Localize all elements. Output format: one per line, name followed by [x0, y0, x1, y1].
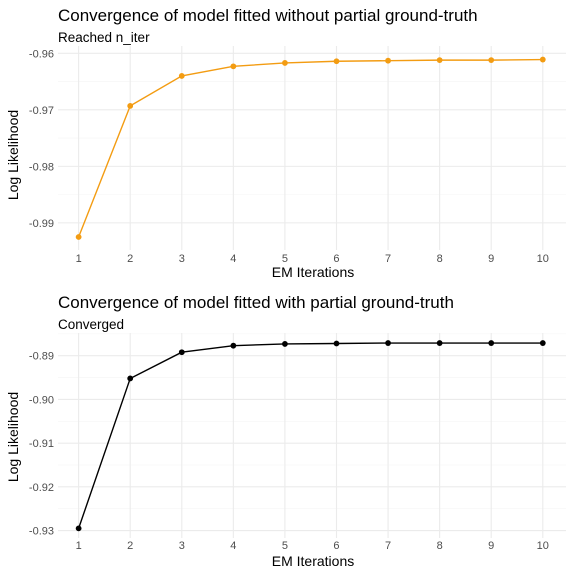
x-tick-label-bottom: 9 — [488, 540, 494, 552]
series-line-top — [77, 58, 543, 238]
y-axis-label-top: Log Likelihood — [5, 110, 21, 200]
x-axis-label-top: EM Iterations — [272, 264, 354, 280]
x-tick-label-bottom: 2 — [127, 540, 133, 552]
data-point-bottom — [75, 525, 82, 532]
y-tick-label-bottom: -0.91 — [29, 438, 54, 450]
plot-area-bottom: -0.93 -0.92 -0.91 -0.90 -0.89 1 2 3 4 5 6 7 8 9 10 — [29, 333, 566, 552]
x-tick-label-top: 4 — [230, 253, 236, 265]
y-tick-label-top: -0.99 — [29, 218, 54, 230]
y-tick-label-top: -0.98 — [29, 161, 54, 173]
x-tick-label-bottom: 4 — [230, 540, 236, 552]
y-axis-label-bottom: Log Likelihood — [5, 392, 21, 482]
y-tick-label-top: -0.97 — [29, 105, 54, 117]
y-tick-label-bottom: -0.92 — [29, 482, 54, 494]
data-point-bottom — [230, 342, 237, 349]
x-tick-label-top: 7 — [385, 253, 391, 265]
x-tick-label-top: 2 — [127, 253, 133, 265]
x-tick-label-bottom: 10 — [537, 540, 549, 552]
data-point-bottom — [178, 349, 185, 356]
data-point-bottom — [488, 340, 495, 346]
data-point-top — [539, 56, 546, 63]
series-line-bottom — [77, 342, 543, 529]
data-point-top — [436, 57, 443, 64]
data-point-top — [178, 73, 185, 79]
y-tick-label-bottom: -0.89 — [29, 351, 54, 363]
x-tick-label-top: 3 — [179, 253, 185, 265]
x-tick-label-top: 8 — [437, 253, 443, 265]
x-axis-label-bottom: EM Iterations — [272, 553, 354, 569]
data-point-bottom — [333, 340, 340, 347]
x-tick-label-top: 6 — [333, 253, 339, 265]
data-point-top — [127, 103, 134, 109]
plot-area-top: -0.99 -0.98 -0.97 -0.96 1 2 3 4 5 6 7 8 9 10 — [29, 46, 566, 265]
chart-title-top: Convergence of model fitted without part… — [58, 6, 478, 25]
data-point-bottom — [282, 341, 288, 347]
data-point-bottom — [127, 375, 134, 382]
chart-panel-bottom: Convergence of model fitted with partial… — [5, 293, 566, 569]
data-point-top — [282, 60, 288, 66]
chart-subtitle-bottom: Converged — [58, 317, 124, 332]
chart-title-bottom: Convergence of model fitted with partial… — [58, 293, 454, 312]
chart-subtitle-top: Reached n_iter — [58, 30, 150, 45]
x-tick-label-bottom: 6 — [333, 540, 339, 552]
data-point-top — [333, 58, 340, 65]
x-tick-label-top: 5 — [282, 253, 288, 265]
chart-panel-top: Convergence of model fitted without part… — [5, 6, 566, 280]
y-tick-label-bottom: -0.93 — [29, 526, 54, 538]
y-tick-label-bottom: -0.90 — [29, 394, 54, 406]
x-tick-label-bottom: 5 — [282, 540, 288, 552]
data-point-bottom — [436, 340, 443, 346]
x-tick-label-bottom: 1 — [76, 540, 82, 552]
data-point-bottom — [539, 340, 546, 346]
x-tick-label-bottom: 3 — [179, 540, 185, 552]
data-point-top — [75, 234, 82, 240]
data-point-bottom — [385, 340, 391, 346]
x-tick-label-bottom: 7 — [385, 540, 391, 552]
x-tick-label-top: 10 — [537, 253, 549, 265]
data-point-top — [385, 57, 391, 64]
data-point-top — [230, 63, 237, 70]
x-tick-label-top: 9 — [488, 253, 494, 265]
x-tick-label-top: 1 — [76, 253, 82, 265]
data-point-top — [488, 57, 495, 64]
x-tick-label-bottom: 8 — [437, 540, 443, 552]
y-tick-label-top: -0.96 — [29, 48, 54, 60]
